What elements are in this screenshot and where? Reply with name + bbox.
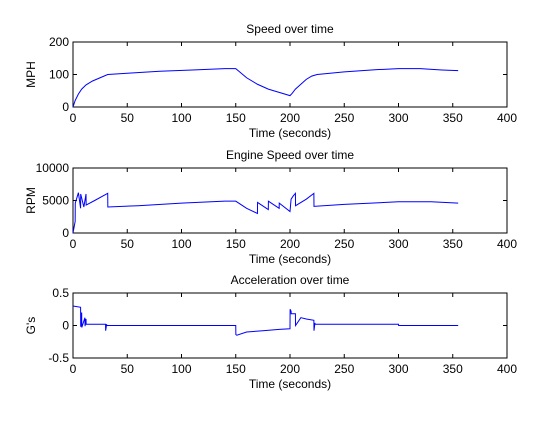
plot-title: Speed over time <box>246 22 334 36</box>
axes-frame <box>72 41 508 108</box>
x-tick-label: 350 <box>443 362 463 376</box>
x-tick-label: 400 <box>497 237 517 251</box>
x-tick-label: 250 <box>334 111 354 125</box>
x-tick-label: 100 <box>171 362 191 376</box>
x-tick-label: 250 <box>334 362 354 376</box>
x-tick-label: 350 <box>443 111 463 125</box>
y-tick-label: 100 <box>49 68 69 82</box>
x-tick-label: 300 <box>388 362 408 376</box>
x-tick-label: 150 <box>226 111 246 125</box>
y-tick-label: 0.5 <box>52 286 69 300</box>
x-tick-label: 250 <box>334 237 354 251</box>
plot-title: Engine Speed over time <box>226 148 354 162</box>
x-tick-label: 50 <box>121 362 135 376</box>
x-tick-label: 0 <box>70 111 77 125</box>
x-tick-label: 200 <box>280 111 300 125</box>
x-tick-label: 350 <box>443 237 463 251</box>
y-tick-label: 10000 <box>36 161 70 175</box>
x-tick-label: 100 <box>171 111 191 125</box>
y-tick-label: 0 <box>62 226 69 240</box>
subplot-3: Acceleration over time 0 50 100 150 200 250 300… <box>24 273 517 391</box>
y-tick-label: 0 <box>62 319 69 333</box>
y-tick-label: 5000 <box>42 194 69 208</box>
x-tick-label: 150 <box>226 237 246 251</box>
x-axis-label: Time (seconds) <box>249 377 331 391</box>
x-tick-label: 400 <box>497 111 517 125</box>
x-tick-label: 0 <box>70 237 77 251</box>
y-axis-label: MPH <box>24 61 38 88</box>
x-tick-label: 100 <box>171 237 191 251</box>
y-tick-label: -0.5 <box>48 351 69 365</box>
x-tick-label: 300 <box>388 111 408 125</box>
series-line <box>72 191 459 234</box>
subplot-1: Speed over time 0 50 100 150 200 250 300 350 400 0… <box>24 22 517 140</box>
x-tick-label: 0 <box>70 362 77 376</box>
x-tick-label: 200 <box>280 362 300 376</box>
y-axis-label: G's <box>24 317 38 335</box>
x-tick-label: 400 <box>497 362 517 376</box>
x-axis-label: Time (seconds) <box>249 252 331 266</box>
x-tick-label: 200 <box>280 237 300 251</box>
axes-frame <box>72 167 508 234</box>
series-line <box>72 68 459 108</box>
series-line <box>72 305 459 336</box>
y-axis-label: RPM <box>24 187 38 214</box>
subplot-2: Engine Speed over time 0 50 100 150 200 250 300… <box>24 148 517 266</box>
x-tick-label: 50 <box>121 237 135 251</box>
y-tick-label: 0 <box>62 100 69 114</box>
x-axis-label: Time (seconds) <box>249 126 331 140</box>
y-tick-label: 200 <box>49 35 69 49</box>
x-tick-label: 300 <box>388 237 408 251</box>
x-tick-label: 150 <box>226 362 246 376</box>
x-tick-label: 50 <box>121 111 135 125</box>
plot-title: Acceleration over time <box>231 273 350 287</box>
